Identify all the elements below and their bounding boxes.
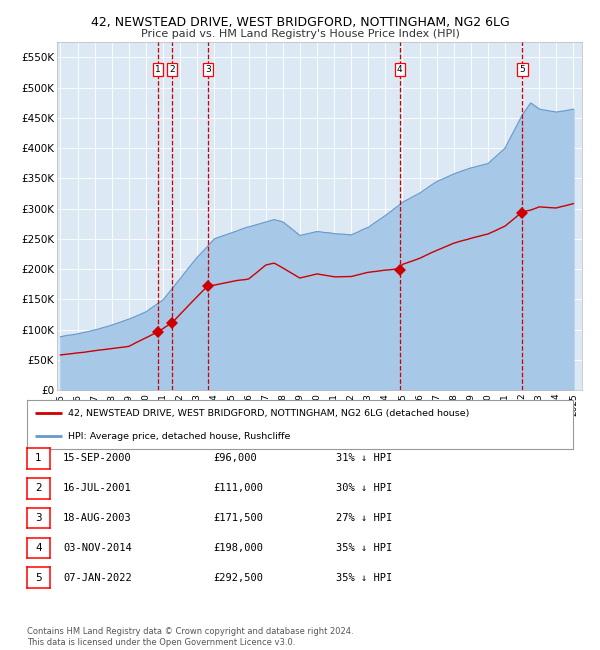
Text: 5: 5 <box>35 573 42 583</box>
Text: 03-NOV-2014: 03-NOV-2014 <box>63 543 132 553</box>
Text: HPI: Average price, detached house, Rushcliffe: HPI: Average price, detached house, Rush… <box>68 432 290 441</box>
Text: 2: 2 <box>169 65 175 74</box>
Text: £111,000: £111,000 <box>213 483 263 493</box>
Text: 1: 1 <box>35 453 42 463</box>
Text: 18-AUG-2003: 18-AUG-2003 <box>63 513 132 523</box>
Text: £96,000: £96,000 <box>213 453 257 463</box>
Text: £292,500: £292,500 <box>213 573 263 583</box>
Text: Price paid vs. HM Land Registry's House Price Index (HPI): Price paid vs. HM Land Registry's House … <box>140 29 460 39</box>
Text: 42, NEWSTEAD DRIVE, WEST BRIDGFORD, NOTTINGHAM, NG2 6LG: 42, NEWSTEAD DRIVE, WEST BRIDGFORD, NOTT… <box>91 16 509 29</box>
Text: 5: 5 <box>520 65 526 74</box>
Text: 35% ↓ HPI: 35% ↓ HPI <box>336 543 392 553</box>
Text: 3: 3 <box>205 65 211 74</box>
Text: 15-SEP-2000: 15-SEP-2000 <box>63 453 132 463</box>
Text: £198,000: £198,000 <box>213 543 263 553</box>
Text: 16-JUL-2001: 16-JUL-2001 <box>63 483 132 493</box>
Text: 3: 3 <box>35 513 42 523</box>
Text: 30% ↓ HPI: 30% ↓ HPI <box>336 483 392 493</box>
Text: 2: 2 <box>35 483 42 493</box>
Text: 35% ↓ HPI: 35% ↓ HPI <box>336 573 392 583</box>
Text: £171,500: £171,500 <box>213 513 263 523</box>
Text: 1: 1 <box>155 65 161 74</box>
Text: 07-JAN-2022: 07-JAN-2022 <box>63 573 132 583</box>
Text: 31% ↓ HPI: 31% ↓ HPI <box>336 453 392 463</box>
Text: 4: 4 <box>35 543 42 553</box>
Text: 42, NEWSTEAD DRIVE, WEST BRIDGFORD, NOTTINGHAM, NG2 6LG (detached house): 42, NEWSTEAD DRIVE, WEST BRIDGFORD, NOTT… <box>68 409 469 418</box>
Text: Contains HM Land Registry data © Crown copyright and database right 2024.
This d: Contains HM Land Registry data © Crown c… <box>27 627 353 647</box>
Text: 27% ↓ HPI: 27% ↓ HPI <box>336 513 392 523</box>
Text: 4: 4 <box>397 65 403 74</box>
